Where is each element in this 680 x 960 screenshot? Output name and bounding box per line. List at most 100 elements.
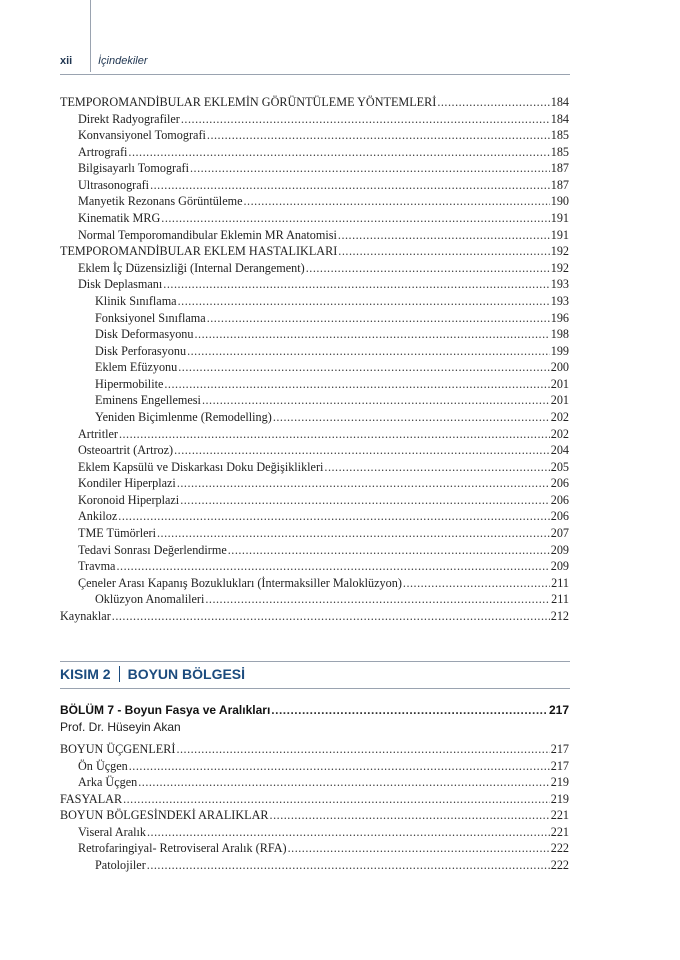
toc-entry[interactable]: Artrografi 185	[60, 144, 569, 161]
toc-entry[interactable]: Klinik Sınıflama 193	[60, 293, 569, 310]
toc-entry-title[interactable]: Klinik Sınıflama	[95, 293, 177, 308]
toc-entry-title[interactable]: Travma	[78, 559, 116, 574]
toc-entry[interactable]: Disk Deformasyonu 198	[60, 326, 569, 343]
toc-entry-title[interactable]: Arka Üçgen	[78, 775, 138, 790]
toc-entry-title[interactable]: Artrografi	[78, 144, 128, 159]
toc-entry[interactable]: Manyetik Rezonans Görüntüleme 190	[60, 193, 569, 210]
toc-entry-title[interactable]: BOYUN ÜÇGENLERİ	[60, 742, 176, 756]
toc-entry[interactable]: Eklem Kapsülü ve Diskarkası Doku Değişik…	[60, 459, 569, 476]
toc-entry-title[interactable]: TME Tümörleri	[78, 526, 156, 541]
toc-entry[interactable]: Viseral Aralık 221	[60, 824, 569, 841]
toc-entry-title[interactable]: Direkt Radyografiler	[78, 111, 180, 126]
toc-entry[interactable]: BOYUN BÖLGESİNDEKİ ARALIKLAR 221	[60, 807, 569, 824]
toc-entry[interactable]: TEMPOROMANDİBULAR EKLEM HASTALIKLARI 192	[60, 243, 569, 260]
part-rule-bottom	[60, 688, 570, 689]
leader-dots	[190, 160, 550, 177]
toc-entry-title[interactable]: TEMPOROMANDİBULAR EKLEMİN GÖRÜNTÜLEME YÖ…	[60, 95, 437, 109]
toc-entry-title[interactable]: Konvansiyonel Tomografi	[78, 128, 206, 143]
toc-entry[interactable]: Disk Deplasmanı 193	[60, 276, 569, 293]
toc-entry[interactable]: Eklem Efüzyonu 200	[60, 359, 569, 376]
toc-entry-page: 219	[550, 791, 569, 806]
toc-entry[interactable]: Normal Temporomandibular Eklemin MR Anat…	[60, 227, 569, 244]
toc-entry[interactable]: Bilgisayarlı Tomografi 187	[60, 160, 569, 177]
toc-entry[interactable]: Patolojiler 222	[60, 857, 569, 874]
toc-entry-title[interactable]: Kinematik MRG	[78, 211, 161, 226]
leader-dots	[147, 824, 550, 841]
toc-entry[interactable]: BOYUN ÜÇGENLERİ 217	[60, 741, 569, 758]
toc-entry-title[interactable]: Retrofaringiyal- Retroviseral Aralık (RF…	[78, 841, 287, 856]
toc-entry[interactable]: Kaynaklar 212	[60, 608, 569, 625]
toc-entry[interactable]: TEMPOROMANDİBULAR EKLEMİN GÖRÜNTÜLEME YÖ…	[60, 94, 569, 111]
toc-entry[interactable]: FASYALAR 219	[60, 791, 569, 808]
toc-entry-title[interactable]: Eklem Kapsülü ve Diskarkası Doku Değişik…	[78, 459, 324, 474]
toc-entry-title[interactable]: Ön Üçgen	[78, 758, 128, 773]
toc-entry-title[interactable]: Eklem İç Düzensizliği (Internal Derangem…	[78, 260, 305, 275]
toc-entry-title[interactable]: Bilgisayarlı Tomografi	[78, 161, 189, 176]
toc-entry[interactable]: Disk Perforasyonu 199	[60, 343, 569, 360]
toc-entry[interactable]: Tedavi Sonrası Değerlendirme 209	[60, 542, 569, 559]
toc-entry-page: 206	[550, 476, 569, 491]
toc-entry[interactable]: Eminens Engellemesi 201	[60, 392, 569, 409]
chapter-title[interactable]: BÖLÜM 7 - Boyun Fasya ve Aralıkları	[60, 703, 271, 717]
toc-entry-title[interactable]: Viseral Aralık	[78, 824, 146, 839]
toc-entry-title[interactable]: Fonksiyonel Sınıflama	[95, 310, 206, 325]
toc-entry-title[interactable]: Oklüzyon Anomalileri	[95, 592, 205, 607]
toc-entry[interactable]: Eklem İç Düzensizliği (Internal Derangem…	[60, 260, 569, 277]
leader-dots	[118, 508, 549, 525]
toc-entry-title[interactable]: Eklem Efüzyonu	[95, 360, 178, 375]
toc-entry-title[interactable]: BOYUN BÖLGESİNDEKİ ARALIKLAR	[60, 808, 269, 823]
page-number: xii	[60, 55, 73, 67]
toc-entry[interactable]: Fonksiyonel Sınıflama 196	[60, 310, 569, 327]
toc-entry-title[interactable]: Osteoartrit (Artroz)	[78, 443, 174, 458]
toc-entry-title[interactable]: Manyetik Rezonans Görüntüleme	[78, 194, 243, 209]
toc-entry[interactable]: Koronoid Hiperplazi 206	[60, 492, 569, 509]
toc-entry-title[interactable]: Disk Deformasyonu	[95, 327, 194, 342]
toc-entry-title[interactable]: Disk Perforasyonu	[95, 343, 187, 358]
toc-entry[interactable]: Ankiloz 206	[60, 508, 569, 525]
toc-entry[interactable]: TME Tümörleri 207	[60, 525, 569, 542]
leader-dots	[119, 426, 550, 443]
leader-dots	[437, 94, 549, 111]
toc-entry-title[interactable]: Tedavi Sonrası Değerlendirme	[78, 542, 227, 557]
toc-entry-title[interactable]: TEMPOROMANDİBULAR EKLEM HASTALIKLARI	[60, 244, 338, 259]
toc-entry[interactable]: Direkt Radyografiler 184	[60, 111, 569, 128]
toc-entry-title[interactable]: FASYALAR	[60, 791, 123, 806]
toc-entry[interactable]: Travma 209	[60, 558, 569, 575]
toc-entry-title[interactable]: Ultrasonografi	[78, 177, 150, 192]
toc-entry-title[interactable]: Kaynaklar	[60, 608, 111, 623]
toc-entry[interactable]: Ön Üçgen 217	[60, 758, 569, 775]
toc-section-1: TEMPOROMANDİBULAR EKLEMİN GÖRÜNTÜLEME YÖ…	[60, 94, 569, 625]
toc-entry[interactable]: Ultrasonografi 187	[60, 177, 569, 194]
leader-dots	[205, 591, 550, 608]
toc-entry[interactable]: Artritler 202	[60, 426, 569, 443]
toc-entry-title[interactable]: Koronoid Hiperplazi	[78, 492, 180, 507]
toc-entry-page: 192	[550, 244, 569, 259]
toc-entry[interactable]: Osteoartrit (Artroz) 204	[60, 442, 569, 459]
toc-entry[interactable]: Kinematik MRG 191	[60, 210, 569, 227]
leader-dots	[306, 260, 550, 277]
chapter-entry[interactable]: BÖLÜM 7 - Boyun Fasya ve Aralıkları 217 …	[60, 702, 569, 735]
toc-entry[interactable]: Yeniden Biçimlenme (Remodelling) 202	[60, 409, 569, 426]
leader-dots	[288, 840, 550, 857]
toc-entry[interactable]: Oklüzyon Anomalileri 211	[60, 591, 569, 608]
toc-entry[interactable]: Hipermobilite 201	[60, 376, 569, 393]
toc-entry-title[interactable]: Kondiler Hiperplazi	[78, 476, 176, 491]
leader-dots	[178, 293, 550, 310]
toc-entry[interactable]: Kondiler Hiperplazi 206	[60, 475, 569, 492]
toc-entry-title[interactable]: Eminens Engellemesi	[95, 393, 201, 408]
toc-entry-page: 202	[550, 426, 569, 441]
toc-entry-title[interactable]: Çeneler Arası Kapanış Bozuklukları (İnte…	[78, 575, 402, 590]
leader-dots	[228, 542, 550, 559]
toc-entry-title[interactable]: Yeniden Biçimlenme (Remodelling)	[95, 409, 272, 424]
toc-entry[interactable]: Konvansiyonel Tomografi 185	[60, 127, 569, 144]
toc-entry-page: 209	[550, 542, 569, 557]
toc-entry-title[interactable]: Artritler	[78, 426, 118, 441]
toc-entry[interactable]: Arka Üçgen 219	[60, 774, 569, 791]
toc-entry-title[interactable]: Hipermobilite	[95, 376, 164, 391]
toc-entry-title[interactable]: Ankiloz	[78, 509, 118, 524]
toc-entry[interactable]: Retrofaringiyal- Retroviseral Aralık (RF…	[60, 840, 569, 857]
toc-entry[interactable]: Çeneler Arası Kapanış Bozuklukları (İnte…	[60, 575, 569, 592]
toc-entry-title[interactable]: Normal Temporomandibular Eklemin MR Anat…	[78, 227, 337, 242]
toc-entry-title[interactable]: Patolojiler	[95, 858, 146, 873]
toc-entry-title[interactable]: Disk Deplasmanı	[78, 277, 163, 292]
